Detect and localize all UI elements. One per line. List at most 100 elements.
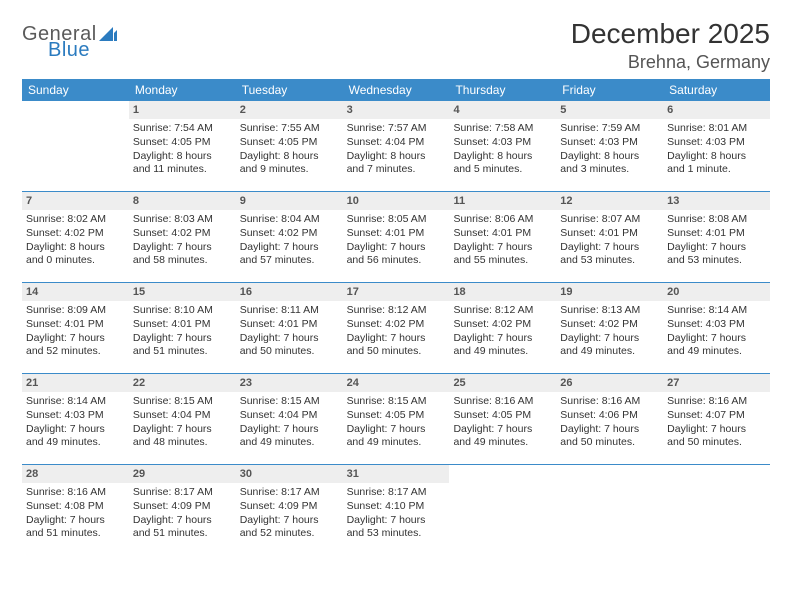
sunrise-text: Sunrise: 8:06 AM <box>453 213 552 227</box>
calendar-day: 22Sunrise: 8:15 AMSunset: 4:04 PMDayligh… <box>129 374 236 464</box>
calendar-day: 15Sunrise: 8:10 AMSunset: 4:01 PMDayligh… <box>129 283 236 373</box>
title-block: December 2025 Brehna, Germany <box>571 18 770 73</box>
calendar-day <box>663 465 770 555</box>
sunrise-text: Sunrise: 7:57 AM <box>347 122 446 136</box>
calendar-day <box>449 465 556 555</box>
sunset-text: Sunset: 4:10 PM <box>347 500 446 514</box>
sunrise-text: Sunrise: 8:05 AM <box>347 213 446 227</box>
calendar: Sunday Monday Tuesday Wednesday Thursday… <box>22 79 770 555</box>
day-number: 11 <box>449 192 556 210</box>
calendar-week: 14Sunrise: 8:09 AMSunset: 4:01 PMDayligh… <box>22 283 770 374</box>
sunrise-text: Sunrise: 7:58 AM <box>453 122 552 136</box>
calendar-day: 10 Sunrise: 8:05 AMSunset: 4:01 PMDayligh… <box>343 192 450 282</box>
sunset-text: Sunset: 4:09 PM <box>240 500 339 514</box>
calendar-day: 7Sunrise: 8:02 AMSunset: 4:02 PMDaylight… <box>22 192 129 282</box>
calendar-day: 8Sunrise: 8:03 AMSunset: 4:02 PMDaylight… <box>129 192 236 282</box>
daylight-text: Daylight: 8 hours and 1 minute. <box>667 150 766 177</box>
calendar-day: 28Sunrise: 8:16 AMSunset: 4:08 PMDayligh… <box>22 465 129 555</box>
daylight-text: Daylight: 8 hours and 11 minutes. <box>133 150 232 177</box>
sunrise-text: Sunrise: 8:12 AM <box>453 304 552 318</box>
sunrise-text: Sunrise: 8:02 AM <box>26 213 125 227</box>
sunset-text: Sunset: 4:02 PM <box>133 227 232 241</box>
sunset-text: Sunset: 4:01 PM <box>347 227 446 241</box>
daylight-text: Daylight: 7 hours and 50 minutes. <box>240 332 339 359</box>
sunrise-text: Sunrise: 8:11 AM <box>240 304 339 318</box>
sunset-text: Sunset: 4:05 PM <box>347 409 446 423</box>
daylight-text: Daylight: 7 hours and 50 minutes. <box>560 423 659 450</box>
calendar-day: 2Sunrise: 7:55 AMSunset: 4:05 PMDaylight… <box>236 101 343 191</box>
day-number: 8 <box>129 192 236 210</box>
daylight-text: Daylight: 7 hours and 49 minutes. <box>26 423 125 450</box>
day-number: 9 <box>236 192 343 210</box>
day-number: 29 <box>129 465 236 483</box>
logo-text: General Blue <box>22 24 117 60</box>
calendar-day: 13Sunrise: 8:08 AMSunset: 4:01 PMDayligh… <box>663 192 770 282</box>
day-number: 7 <box>22 192 129 210</box>
calendar-day: 31Sunrise: 8:17 AMSunset: 4:10 PMDayligh… <box>343 465 450 555</box>
sunset-text: Sunset: 4:04 PM <box>240 409 339 423</box>
calendar-day: 12Sunrise: 8:07 AMSunset: 4:01 PMDayligh… <box>556 192 663 282</box>
sunrise-text: Sunrise: 8:14 AM <box>26 395 125 409</box>
calendar-day: 18Sunrise: 8:12 AMSunset: 4:02 PMDayligh… <box>449 283 556 373</box>
day-number: 24 <box>343 374 450 392</box>
day-number: 21 <box>22 374 129 392</box>
day-number: 2 <box>236 101 343 119</box>
daylight-text: Daylight: 7 hours and 56 minutes. <box>347 241 446 268</box>
daylight-text: Daylight: 7 hours and 49 minutes. <box>560 332 659 359</box>
sunset-text: Sunset: 4:06 PM <box>560 409 659 423</box>
sunset-text: Sunset: 4:05 PM <box>133 136 232 150</box>
weekday-header: Friday <box>556 79 663 101</box>
calendar-week: 7 Sunrise: 8:02 AM Sunset: 4:02 PM Daylight… <box>22 192 770 283</box>
weekday-header: Thursday <box>449 79 556 101</box>
sunset-text: Sunset: 4:01 PM <box>560 227 659 241</box>
calendar-day: 3Sunrise: 7:57 AMSunset: 4:04 PMDaylight… <box>343 101 450 191</box>
daylight-text: Daylight: 7 hours and 49 minutes. <box>453 332 552 359</box>
sunset-text: Sunset: 4:03 PM <box>560 136 659 150</box>
sunrise-text: Sunrise: 8:10 AM <box>133 304 232 318</box>
sunset-text: Sunset: 4:04 PM <box>347 136 446 150</box>
sunset-text: Sunset: 4:03 PM <box>26 409 125 423</box>
sunrise-text: Sunrise: 8:15 AM <box>133 395 232 409</box>
page-title: December 2025 <box>571 18 770 50</box>
daylight-text: Daylight: 8 hours and 5 minutes. <box>453 150 552 177</box>
sunset-text: Sunset: 4:04 PM <box>133 409 232 423</box>
calendar-day: 6Sunrise: 8:01 AMSunset: 4:03 PMDaylight… <box>663 101 770 191</box>
day-number: 27 <box>663 374 770 392</box>
daylight-text: Daylight: 7 hours and 49 minutes. <box>453 423 552 450</box>
sunrise-text: Sunrise: 8:01 AM <box>667 122 766 136</box>
calendar-day: 30Sunrise: 8:17 AMSunset: 4:09 PMDayligh… <box>236 465 343 555</box>
daylight-text: Daylight: 8 hours and 0 minutes. <box>26 241 125 268</box>
sunrise-text: Sunrise: 8:17 AM <box>133 486 232 500</box>
location-text: Brehna, Germany <box>571 52 770 73</box>
weekday-header: Monday <box>129 79 236 101</box>
daylight-text: Daylight: 7 hours and 53 minutes. <box>347 514 446 541</box>
sunrise-text: Sunrise: 8:12 AM <box>347 304 446 318</box>
daylight-text: Daylight: 7 hours and 55 minutes. <box>453 241 552 268</box>
day-number: 10 <box>343 192 450 210</box>
day-number: 6 <box>663 101 770 119</box>
daylight-text: Daylight: 7 hours and 51 minutes. <box>26 514 125 541</box>
day-number: 4 <box>449 101 556 119</box>
sunrise-text: Sunrise: 8:16 AM <box>560 395 659 409</box>
daylight-text: Daylight: 7 hours and 49 minutes. <box>347 423 446 450</box>
calendar-day: 26Sunrise: 8:16 AMSunset: 4:06 PMDayligh… <box>556 374 663 464</box>
daylight-text: Daylight: 7 hours and 51 minutes. <box>133 514 232 541</box>
day-number: 1 <box>129 101 236 119</box>
daylight-text: Daylight: 7 hours and 53 minutes. <box>667 241 766 268</box>
sunrise-text: Sunrise: 8:03 AM <box>133 213 232 227</box>
calendar-day: 20Sunrise: 8:14 AMSunset: 4:03 PMDayligh… <box>663 283 770 373</box>
daylight-text: Daylight: 7 hours and 50 minutes. <box>667 423 766 450</box>
weekday-header: Wednesday <box>343 79 450 101</box>
calendar-day <box>556 465 663 555</box>
daylight-text: Daylight: 7 hours and 49 minutes. <box>240 423 339 450</box>
sunset-text: Sunset: 4:07 PM <box>667 409 766 423</box>
sunset-text: Sunset: 4:03 PM <box>667 318 766 332</box>
sunset-text: Sunset: 4:01 PM <box>26 318 125 332</box>
calendar-day: 16Sunrise: 8:11 AMSunset: 4:01 PMDayligh… <box>236 283 343 373</box>
calendar-day: 9Sunrise: 8:04 AMSunset: 4:02 PMDaylight… <box>236 192 343 282</box>
day-number: 20 <box>663 283 770 301</box>
calendar-day: 23Sunrise: 8:15 AMSunset: 4:04 PMDayligh… <box>236 374 343 464</box>
daylight-text: Daylight: 7 hours and 52 minutes. <box>240 514 339 541</box>
day-number: 15 <box>129 283 236 301</box>
sunrise-text: Sunrise: 8:14 AM <box>667 304 766 318</box>
